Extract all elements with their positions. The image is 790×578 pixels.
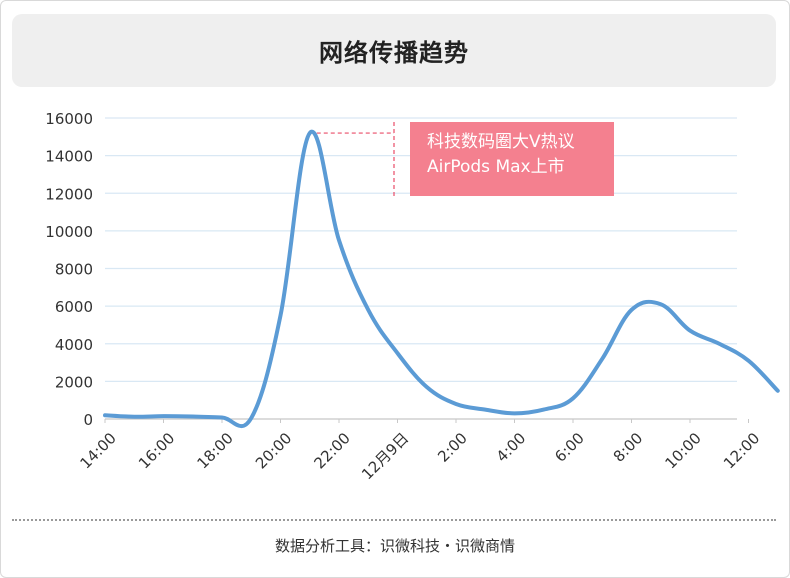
annotation-line-2: AirPods Max上市 [427, 157, 565, 177]
y-tick-label: 4000 [55, 336, 93, 354]
x-tick-label: 20:00 [252, 429, 295, 472]
x-axis: 14:00 16:00 18:00 20:00 22:00 12月9日 2:00 4:00 6:… [77, 419, 763, 483]
x-tick-label: 18:00 [194, 429, 237, 472]
title-bar: 网络传播趋势 [12, 14, 776, 87]
y-tick-label: 0 [83, 411, 93, 429]
annotation-callout: 科技数码圈大V热议 AirPods Max上市 [410, 122, 614, 196]
y-tick-label: 16000 [45, 110, 93, 128]
x-tick-label: 14:00 [77, 429, 120, 472]
x-tick-label: 4:00 [493, 429, 530, 466]
chart-title: 网络传播趋势 [319, 39, 469, 67]
x-tick-label: 8:00 [610, 429, 647, 466]
y-tick-label: 10000 [45, 223, 93, 241]
y-tick-label: 12000 [45, 185, 93, 203]
x-tick-label: 16:00 [135, 429, 178, 472]
x-tick-label: 22:00 [311, 429, 354, 472]
x-tick-label: 12:00 [720, 429, 763, 472]
annotation-line-1: 科技数码圈大V热议 [427, 132, 575, 152]
y-tick-label: 2000 [55, 373, 93, 391]
series-line [103, 129, 780, 429]
y-tick-label: 6000 [55, 298, 93, 316]
x-tick-label: 10:00 [662, 429, 705, 472]
x-tick-label: 2:00 [434, 429, 471, 466]
data-source: 数据分析工具：识微科技・识微商情 [274, 537, 515, 555]
x-tick-label: 6:00 [551, 429, 588, 466]
annotation-connector [309, 122, 395, 196]
y-tick-label: 8000 [55, 261, 93, 279]
x-tick-label: 12月9日 [358, 429, 412, 483]
y-tick-label: 14000 [45, 148, 93, 166]
y-axis: 0 2000 4000 6000 8000 10000 12000 14000 16000 [45, 110, 93, 429]
footer-divider [12, 519, 776, 521]
